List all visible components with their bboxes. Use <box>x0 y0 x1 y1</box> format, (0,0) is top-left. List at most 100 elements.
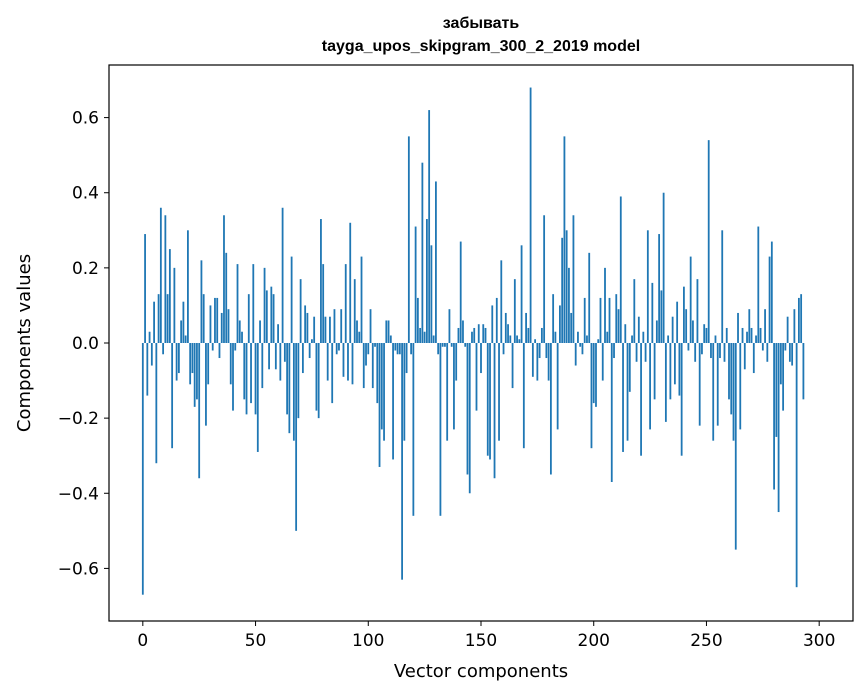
bar <box>288 343 291 434</box>
bar <box>568 267 570 343</box>
y-tick-label: 0.6 <box>72 109 99 129</box>
bar <box>770 241 773 343</box>
bar <box>800 294 803 343</box>
bar <box>455 343 458 381</box>
bar <box>394 343 397 351</box>
bar <box>430 245 433 343</box>
bar <box>782 343 785 411</box>
bar <box>707 140 710 343</box>
bar <box>518 339 521 343</box>
chart-title: забывать <box>443 15 520 32</box>
bar <box>243 343 246 400</box>
bar <box>428 110 431 343</box>
bar <box>628 343 631 392</box>
bar <box>301 343 304 374</box>
bar <box>522 343 525 449</box>
bar <box>317 343 320 419</box>
bar <box>743 343 746 370</box>
x-tick-label: 150 <box>465 631 497 651</box>
bar <box>311 339 313 343</box>
bar <box>493 343 496 479</box>
bar <box>649 343 651 430</box>
bar <box>610 343 613 482</box>
bar <box>329 316 331 343</box>
bar <box>734 343 737 550</box>
bar <box>565 230 568 343</box>
bar <box>595 343 597 407</box>
bar <box>371 343 374 389</box>
bar <box>701 343 703 355</box>
bar <box>453 343 455 430</box>
bar <box>710 343 712 359</box>
bar <box>547 343 550 381</box>
x-axis-label: Vector components <box>394 661 568 682</box>
bar <box>290 256 293 343</box>
bar <box>232 343 234 411</box>
bar <box>728 343 730 400</box>
bar <box>331 343 334 404</box>
bar <box>491 305 494 343</box>
bar <box>484 327 487 343</box>
bar <box>236 264 239 343</box>
bar <box>365 343 367 366</box>
bar <box>225 252 228 343</box>
bar <box>586 335 588 343</box>
bar <box>308 343 311 359</box>
bar <box>793 309 796 343</box>
bar <box>721 230 724 343</box>
bar <box>489 343 491 460</box>
bar <box>189 343 192 385</box>
bar <box>730 343 733 415</box>
bar <box>513 279 516 343</box>
bar <box>545 343 548 359</box>
bar <box>791 343 794 366</box>
bar <box>200 260 203 343</box>
bar <box>500 260 503 343</box>
bar <box>320 219 322 343</box>
bar <box>425 219 428 343</box>
bar <box>297 343 300 419</box>
bar <box>385 320 388 343</box>
bar <box>698 343 701 426</box>
bar <box>277 324 279 343</box>
y-tick-label: −0.4 <box>58 484 99 504</box>
bar <box>653 343 656 400</box>
y-tick-label: −0.2 <box>58 409 99 429</box>
bar <box>184 335 187 343</box>
x-tick-label: 250 <box>690 631 722 651</box>
bar <box>159 207 162 343</box>
bar <box>437 343 440 355</box>
bar <box>234 343 237 351</box>
bar <box>646 230 649 343</box>
bar <box>252 264 255 343</box>
y-tick-label: 0.4 <box>72 184 99 204</box>
bar <box>466 343 469 475</box>
bar <box>412 343 415 516</box>
bar <box>326 343 329 381</box>
bar <box>658 234 661 343</box>
bar <box>227 309 230 343</box>
bar <box>259 320 261 343</box>
bar <box>619 196 622 343</box>
bar <box>712 343 715 441</box>
bar <box>696 279 699 343</box>
bar <box>209 305 212 343</box>
bar <box>626 343 629 441</box>
bar <box>495 297 498 343</box>
bar <box>207 343 210 385</box>
bar <box>775 343 778 437</box>
bar <box>579 343 582 347</box>
x-tick-label: 200 <box>578 631 610 651</box>
bar <box>435 181 437 343</box>
bar <box>631 335 633 343</box>
bar <box>768 256 771 343</box>
bar <box>286 343 289 415</box>
bar <box>448 309 451 343</box>
bar <box>482 324 485 343</box>
bar <box>637 316 640 343</box>
bar <box>552 294 555 343</box>
bar <box>148 331 151 343</box>
bar <box>779 343 782 385</box>
bar <box>333 309 336 343</box>
